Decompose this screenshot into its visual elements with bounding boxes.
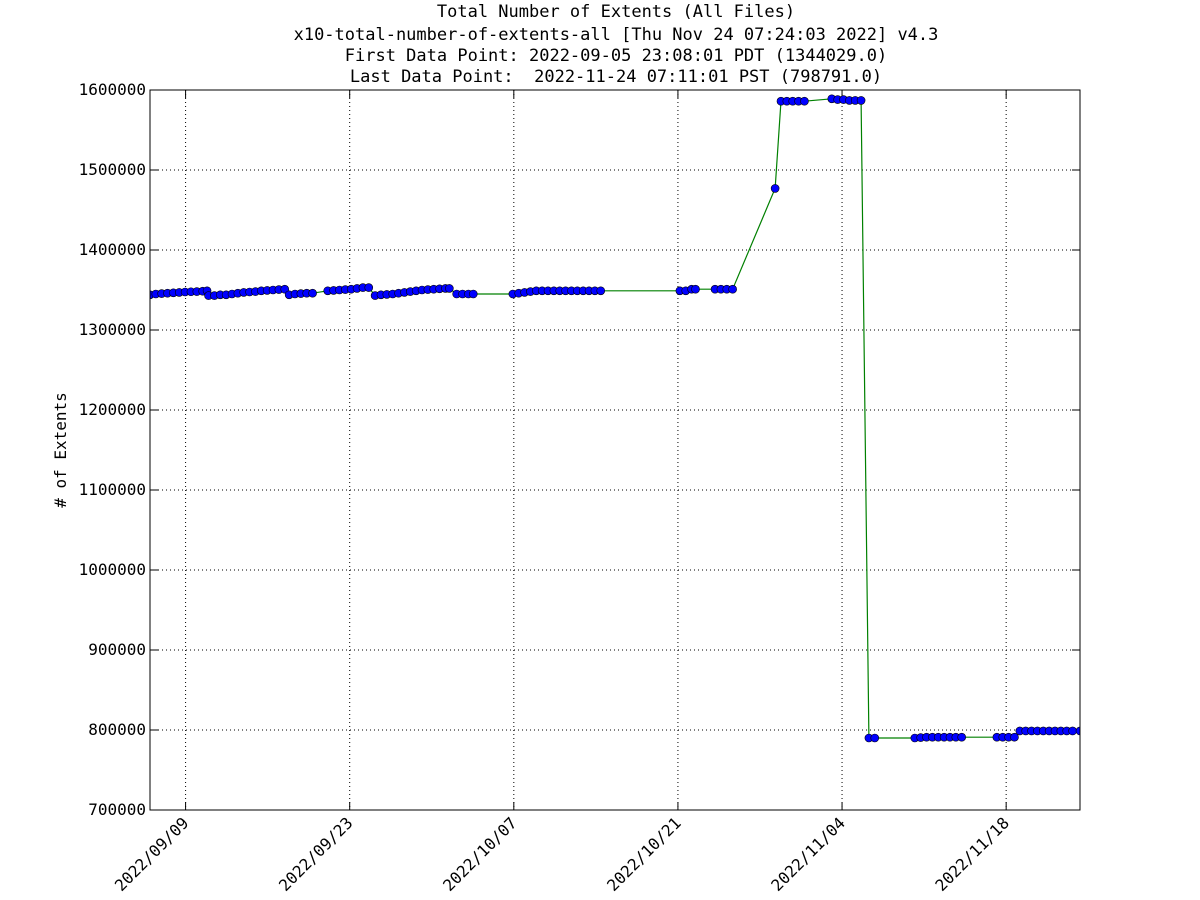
- annotation: Last Data Point: 2022-11-24 07:11:01 PST…: [350, 67, 882, 87]
- plot-frame: [149, 89, 1081, 811]
- data-point: [596, 286, 606, 296]
- data-point: [870, 733, 880, 743]
- data-point: [957, 732, 967, 742]
- data-point: [280, 284, 290, 294]
- chart-subtitle: x10-total-number-of-extents-all [Thu Nov…: [294, 25, 939, 45]
- data-point: [1068, 726, 1077, 736]
- y-tick-label: 700000: [88, 800, 146, 819]
- y-tick-label: 800000: [88, 720, 146, 739]
- annotation: First Data Point: 2022-09-05 23:08:01 PD…: [345, 46, 887, 66]
- data-point: [445, 284, 454, 293]
- y-tick-label: 1600000: [79, 80, 146, 99]
- data-point: [468, 289, 478, 299]
- y-tick-label: 1400000: [79, 240, 146, 259]
- data-point: [800, 96, 809, 106]
- data-point: [728, 284, 737, 294]
- data-point: [770, 184, 780, 193]
- data-point: [308, 288, 317, 298]
- y-tick-label: 900000: [88, 640, 146, 659]
- data-point: [691, 284, 700, 294]
- y-tick-label: 1000000: [79, 560, 146, 579]
- chart-title: Total Number of Extents (All Files): [437, 2, 795, 22]
- y-tick-label: 1100000: [79, 480, 146, 499]
- y-axis-label: # of Extents: [51, 392, 70, 508]
- y-tick-label: 1200000: [79, 400, 146, 419]
- y-tick-label: 1300000: [79, 320, 146, 339]
- data-point: [364, 283, 374, 292]
- data-point: [1010, 732, 1019, 742]
- data-point: [1075, 726, 1080, 736]
- y-tick-label: 1500000: [79, 160, 146, 179]
- data-point: [856, 96, 866, 105]
